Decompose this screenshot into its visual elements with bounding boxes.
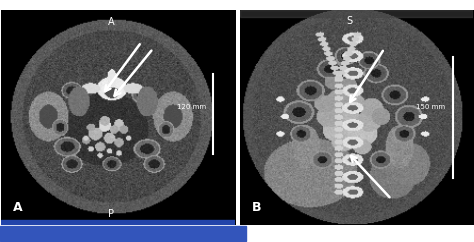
Text: B: B	[252, 201, 261, 214]
Text: 150 mm: 150 mm	[416, 104, 445, 110]
Text: A: A	[108, 17, 114, 27]
Text: 120 mm: 120 mm	[177, 104, 206, 110]
Text: S: S	[346, 16, 353, 26]
Text: A: A	[13, 201, 22, 214]
Bar	[0, 226, 246, 241]
Text: P: P	[108, 209, 114, 219]
Bar	[1, 220, 235, 225]
Bar	[240, 10, 473, 17]
